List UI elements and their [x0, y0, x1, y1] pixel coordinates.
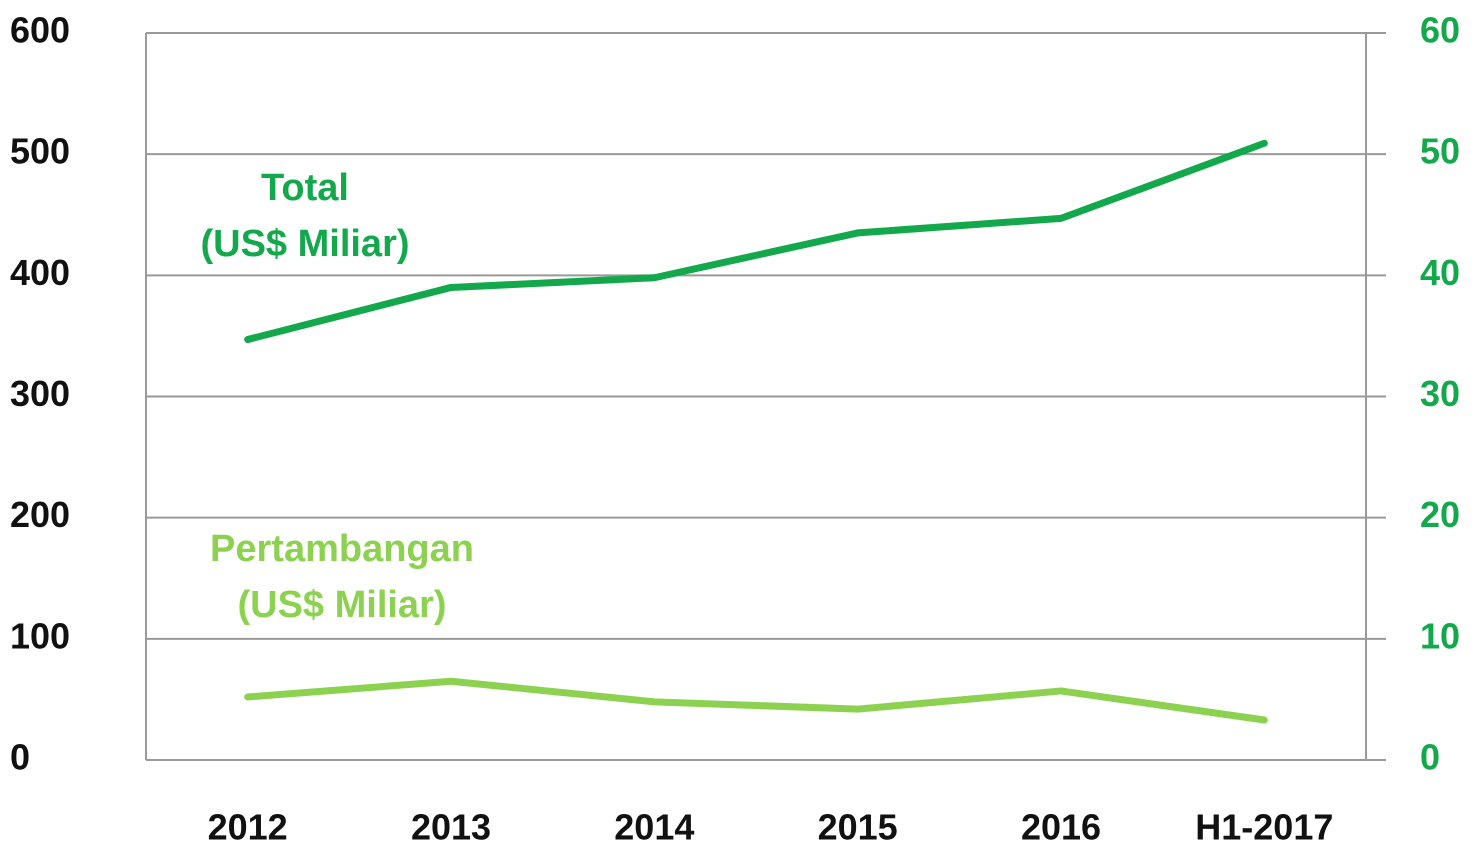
y2-tick-label: 20 [1420, 494, 1460, 535]
x-tick-label: 2016 [1021, 807, 1101, 848]
y-tick-label: 0 [10, 737, 30, 778]
y2-tick-label: 0 [1420, 737, 1440, 778]
annotation: Total [261, 167, 349, 209]
y2-tick-label: 50 [1420, 131, 1460, 172]
y2-tick-label: 40 [1420, 252, 1460, 293]
y-tick-label: 200 [10, 494, 70, 535]
annotation: (US$ Miliar) [237, 584, 446, 626]
x-tick-label: 2012 [208, 807, 288, 848]
y-tick-label: 400 [10, 252, 70, 293]
line-series [244, 139, 1268, 344]
y-tick-label: 600 [10, 10, 70, 51]
line-series [244, 677, 1268, 724]
y2-tick-label: 60 [1420, 10, 1460, 51]
y-tick-label: 100 [10, 615, 70, 656]
y-tick-label: 300 [10, 373, 70, 414]
x-tick-label: 2014 [614, 807, 694, 848]
x-tick-label: 2015 [818, 807, 898, 848]
y2-tick-label: 10 [1420, 615, 1460, 656]
y2-tick-label: 30 [1420, 373, 1460, 414]
annotation: (US$ Miliar) [200, 223, 409, 265]
y-tick-label: 500 [10, 131, 70, 172]
x-tick-label: H1-2017 [1195, 807, 1333, 848]
x-tick-label: 2013 [411, 807, 491, 848]
annotation: Pertambangan [210, 528, 474, 570]
